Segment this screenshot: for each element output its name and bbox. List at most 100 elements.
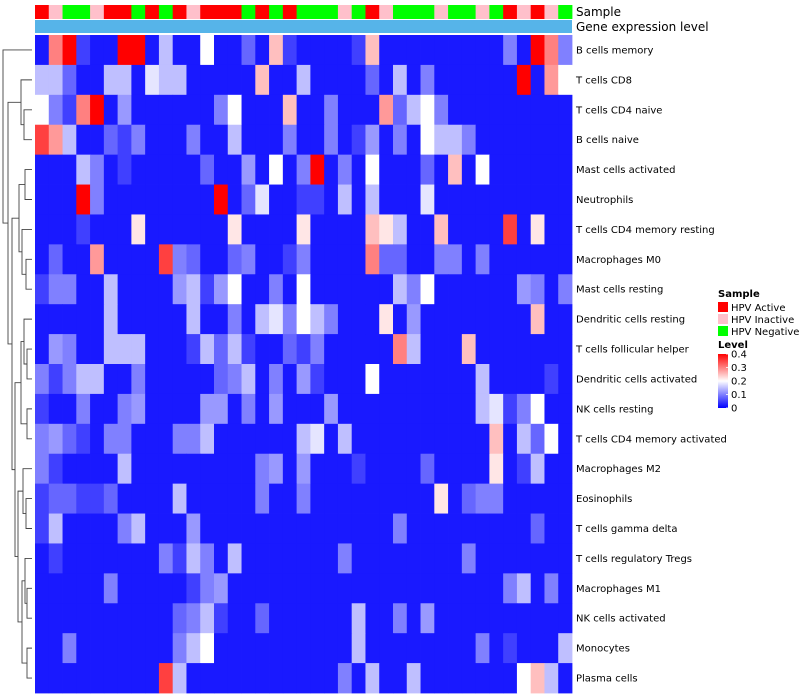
heatmap-cell [131, 483, 146, 514]
heatmap-cell [282, 214, 298, 245]
heatmap-cell [448, 214, 463, 245]
heatmap-cell [35, 334, 50, 365]
heatmap-cell [310, 364, 325, 395]
heatmap-cell [172, 94, 187, 126]
heatmap-cell [269, 573, 284, 604]
sample-annotation-cell [35, 5, 50, 19]
heatmap-cell [461, 274, 477, 305]
heatmap-cell [379, 633, 394, 664]
heatmap-cell [503, 244, 518, 275]
heatmap-cell [337, 304, 353, 335]
heatmap-cell [227, 304, 242, 335]
heatmap-cell [76, 453, 91, 485]
heatmap-cell [117, 94, 132, 126]
heatmap-cell [35, 663, 50, 694]
heatmap-cell [310, 35, 325, 66]
heatmap-cell [558, 633, 573, 664]
heatmap-cell [269, 214, 284, 245]
heatmap-cell [558, 35, 573, 66]
heatmap-cell [351, 663, 366, 694]
heatmap-cell [172, 543, 187, 574]
heatmap-cell [158, 453, 174, 485]
heatmap-cell [420, 154, 435, 185]
heatmap-cell [269, 453, 284, 485]
heatmap-cell [324, 184, 339, 215]
heatmap-cell [62, 124, 77, 156]
heatmap-cell [255, 64, 270, 96]
heatmap-cell [158, 214, 174, 245]
heatmap-cell [214, 633, 229, 664]
heatmap-cell [76, 633, 91, 664]
heatmap-cell [503, 393, 518, 425]
heatmap-cell [227, 513, 242, 544]
row-labels: B cells memory T cells CD8 T cells CD4 nai… [575, 45, 727, 684]
dendrogram-branch [25, 498, 32, 529]
heatmap-cell [282, 274, 298, 305]
heatmap-cell [103, 184, 119, 215]
gene-expression-track-label: Gene expression level [576, 20, 709, 34]
heatmap-cell [420, 35, 435, 66]
heatmap-cell [158, 64, 174, 96]
heatmap-cell [420, 423, 435, 455]
heatmap-cell [117, 274, 132, 305]
heatmap-cell [434, 364, 449, 395]
heatmap-cell [35, 453, 50, 485]
heatmap-cell [241, 483, 256, 514]
heatmap-cell [461, 603, 477, 634]
heatmap-cell [35, 393, 50, 425]
sample-annotation-cell [489, 5, 504, 19]
heatmap-cell [337, 633, 353, 664]
sample-legend-swatch [718, 302, 728, 312]
heatmap-cell [337, 154, 353, 185]
heatmap-cell [214, 184, 229, 215]
heatmap-cell [393, 483, 408, 514]
heatmap-cell [337, 274, 353, 305]
heatmap-cell [420, 513, 435, 544]
heatmap-cell [90, 304, 105, 335]
heatmap-cell [461, 124, 477, 156]
heatmap-cell [351, 393, 366, 425]
heatmap-cell [324, 35, 339, 66]
heatmap-cell [351, 573, 366, 604]
heatmap-cell [448, 274, 463, 305]
heatmap-cell [35, 124, 50, 156]
heatmap-cell [558, 334, 573, 365]
row-label: Mast cells activated [576, 165, 675, 176]
heatmap-cell [310, 453, 325, 485]
heatmap-cell [145, 513, 160, 544]
sample-annotation-cell [186, 5, 201, 19]
heatmap-cell [48, 364, 63, 395]
heatmap-cell [324, 483, 339, 514]
heatmap-cell [269, 304, 284, 335]
sample-legend-label: HPV Active [731, 303, 786, 314]
heatmap-cell [90, 633, 105, 664]
heatmap-cell [282, 603, 298, 634]
heatmap-cell [131, 364, 146, 395]
heatmap-cell [214, 154, 229, 185]
heatmap-cell [558, 214, 573, 245]
heatmap-cell [200, 244, 215, 275]
heatmap-cell [145, 334, 160, 365]
heatmap-cell [103, 543, 119, 574]
row-label: Dendritic cells activated [576, 374, 697, 385]
heatmap-cell [558, 64, 573, 96]
heatmap-cell [475, 663, 490, 694]
heatmap-cell [200, 393, 215, 425]
heatmap-cell [48, 453, 63, 485]
heatmap-cell [158, 154, 174, 185]
heatmap-cell [158, 603, 174, 634]
heatmap-cell [365, 214, 380, 245]
heatmap-cell [227, 663, 242, 694]
level-tick-label: 0.2 [731, 377, 747, 388]
heatmap-cell [475, 483, 490, 514]
heatmap-cell [241, 35, 256, 66]
level-legend-title: Level [718, 340, 748, 351]
heatmap-cell [351, 35, 366, 66]
sample-annotation-cell [420, 5, 435, 19]
heatmap-cell [351, 364, 366, 395]
heatmap-cell [186, 304, 201, 335]
heatmap-cell [503, 94, 518, 126]
heatmap-cell [516, 423, 532, 455]
heatmap-cell [544, 334, 559, 365]
heatmap-cell [558, 364, 573, 395]
